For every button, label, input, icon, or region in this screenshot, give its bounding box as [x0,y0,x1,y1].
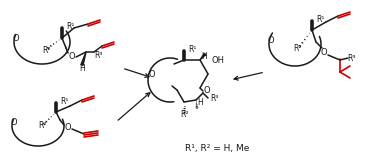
Text: R¹: R¹ [316,14,324,24]
Text: R¹, R² = H, Me: R¹, R² = H, Me [185,143,249,153]
Text: H: H [201,51,207,60]
Text: R¹: R¹ [188,44,196,53]
Text: R²: R² [180,110,188,119]
Text: R³: R³ [94,50,102,59]
Text: R¹: R¹ [60,96,68,106]
Text: O: O [13,34,19,42]
Polygon shape [200,53,206,60]
Text: O: O [268,36,274,44]
Text: R²: R² [294,43,302,52]
Text: R³: R³ [210,93,218,102]
Polygon shape [81,52,86,65]
Text: O: O [69,51,75,60]
Text: R²: R² [38,122,46,130]
Text: O: O [204,85,210,94]
Text: H: H [197,97,203,107]
Text: O: O [65,124,71,132]
Text: R³: R³ [348,53,356,63]
Text: R¹: R¹ [66,22,74,31]
Text: H: H [79,64,85,73]
Text: O: O [149,70,155,79]
Text: O: O [321,47,327,56]
Text: R²: R² [42,45,50,54]
Text: OH: OH [212,55,225,65]
Text: O: O [11,118,17,126]
